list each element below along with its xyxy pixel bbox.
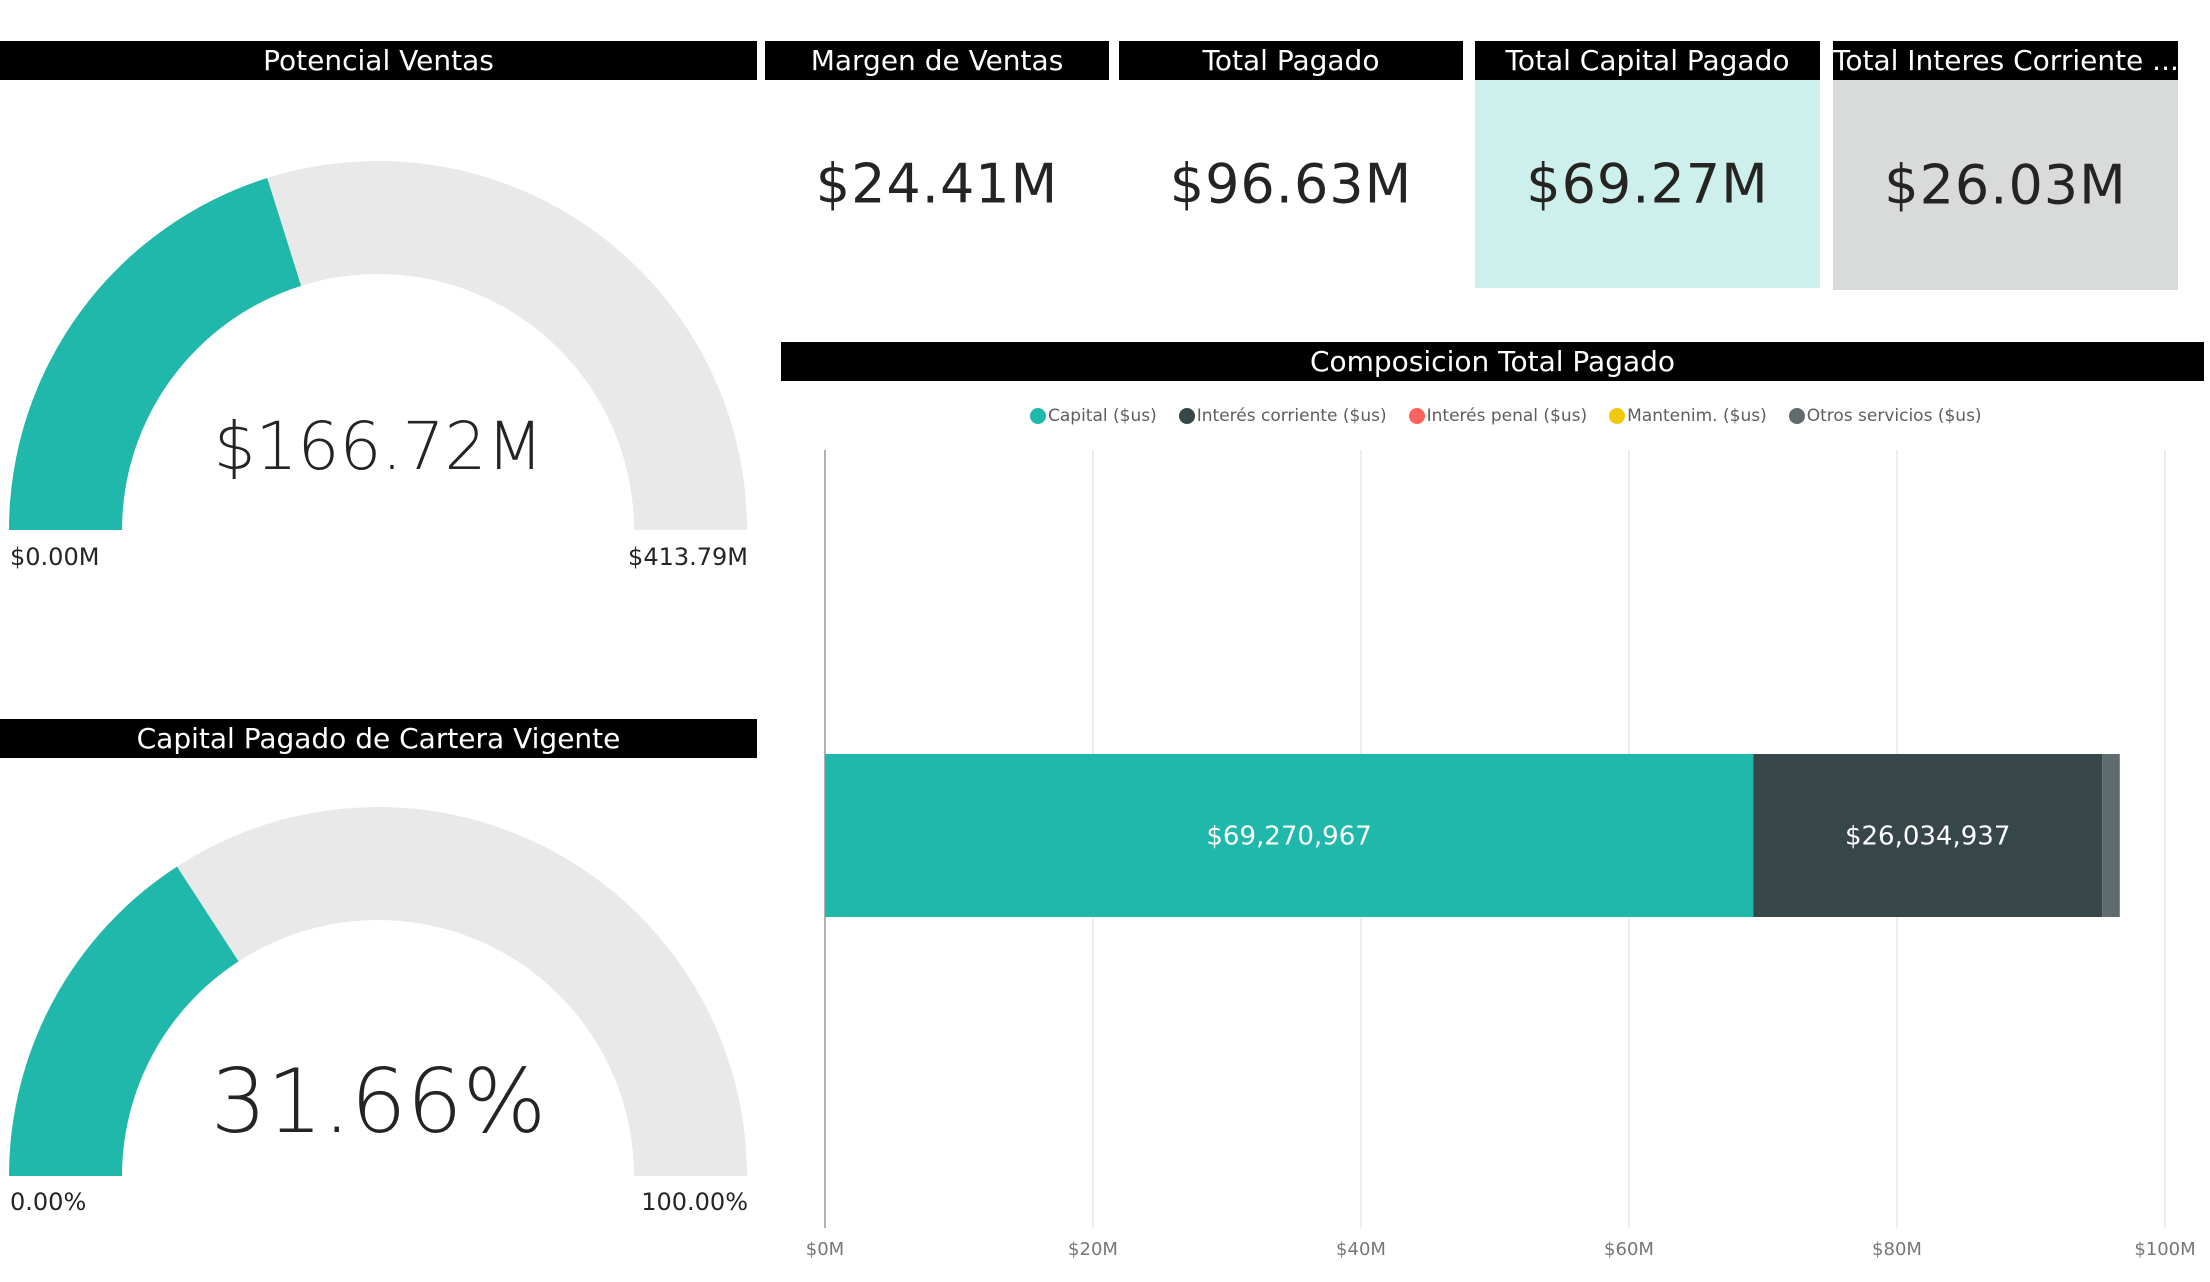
potencial-ventas-gauge-svg xyxy=(9,161,747,530)
legend-marker xyxy=(1408,408,1425,424)
capital-pagado-cartera-gauge-fill[interactable] xyxy=(9,866,239,1176)
x-tick-label: $40M xyxy=(1336,1239,1386,1260)
total-interes-corriente-card[interactable]: $26.03M xyxy=(1833,80,2178,290)
capital-pagado-cartera-gauge[interactable]: 31.66% 0.00% 100.00% xyxy=(0,758,757,1278)
legend-label: Mantenim. ($us) xyxy=(1627,406,1767,426)
legend-item[interactable]: Interés corriente ($us) xyxy=(1178,406,1387,426)
potencial-ventas-gauge-value: $166.72M xyxy=(213,408,544,485)
legend-label: Capital ($us) xyxy=(1048,406,1157,426)
total-pagado-header: Total Pagado xyxy=(1119,41,1463,80)
legend-item[interactable]: Interés penal ($us) xyxy=(1408,406,1588,426)
total-interes-corriente-value: $26.03M xyxy=(1884,153,2127,217)
legend-marker xyxy=(1788,408,1805,424)
capital-pagado-cartera-gauge-min: 0.00% xyxy=(10,1188,87,1216)
chart-legend: Capital ($us) Interés corriente ($us) Inte… xyxy=(1030,404,1982,428)
data-label: $69,270,967 xyxy=(1206,822,1371,852)
potencial-ventas-gauge[interactable]: $166.72M $0.00M $413.79M xyxy=(0,80,757,600)
total-capital-pagado-value: $69.27M xyxy=(1526,152,1769,216)
capital-pagado-cartera-gauge-max: 100.00% xyxy=(641,1188,748,1216)
potencial-ventas-header: Potencial Ventas xyxy=(0,41,757,80)
total-capital-pagado-header: Total Capital Pagado xyxy=(1475,41,1820,80)
capital-pagado-cartera-header: Capital Pagado de Cartera Vigente xyxy=(0,719,757,758)
legend-item[interactable]: Mantenim. ($us) xyxy=(1609,406,1767,426)
x-tick-label: $80M xyxy=(1872,1239,1922,1260)
bar-segment[interactable] xyxy=(2102,754,2120,917)
margen-ventas-card[interactable]: $24.41M xyxy=(765,80,1109,288)
x-tick-label: $100M xyxy=(2134,1239,2195,1260)
potencial-ventas-gauge-max: $413.79M xyxy=(628,543,748,571)
total-pagado-value: $96.63M xyxy=(1169,152,1413,216)
x-tick-label: $60M xyxy=(1604,1239,1654,1260)
legend-marker xyxy=(1609,408,1626,424)
legend-label: Otros servicios ($us) xyxy=(1806,406,1982,426)
legend-marker xyxy=(1178,408,1195,424)
legend-item[interactable]: Capital ($us) xyxy=(1030,406,1157,426)
potencial-ventas-gauge-fill[interactable] xyxy=(9,178,302,530)
legend-item[interactable]: Otros servicios ($us) xyxy=(1788,406,1982,426)
legend-label: Interés corriente ($us) xyxy=(1196,406,1387,426)
total-capital-pagado-card[interactable]: $69.27M xyxy=(1475,80,1820,288)
data-label: $26,034,937 xyxy=(1845,822,2010,852)
legend-label: Interés penal ($us) xyxy=(1426,406,1588,426)
margen-ventas-value: $24.41M xyxy=(815,152,1059,216)
capital-pagado-cartera-gauge-svg xyxy=(9,807,747,1176)
legend-marker xyxy=(1030,408,1046,424)
x-tick-label: $0M xyxy=(806,1239,844,1260)
bar-segment[interactable] xyxy=(825,754,1754,917)
capital-pagado-cartera-gauge-value: 31.66% xyxy=(210,1050,547,1153)
total-interes-corriente-header: Total Interes Corriente ... xyxy=(1833,41,2178,80)
composicion-total-pagado-header: Composicion Total Pagado xyxy=(781,342,2204,381)
bar-segment[interactable] xyxy=(1753,754,2103,917)
x-tick-label: $20M xyxy=(1068,1239,1118,1260)
total-pagado-card[interactable]: $96.63M xyxy=(1119,80,1463,288)
potencial-ventas-gauge-min: $0.00M xyxy=(10,543,100,571)
margen-ventas-header: Margen de Ventas xyxy=(765,41,1109,80)
